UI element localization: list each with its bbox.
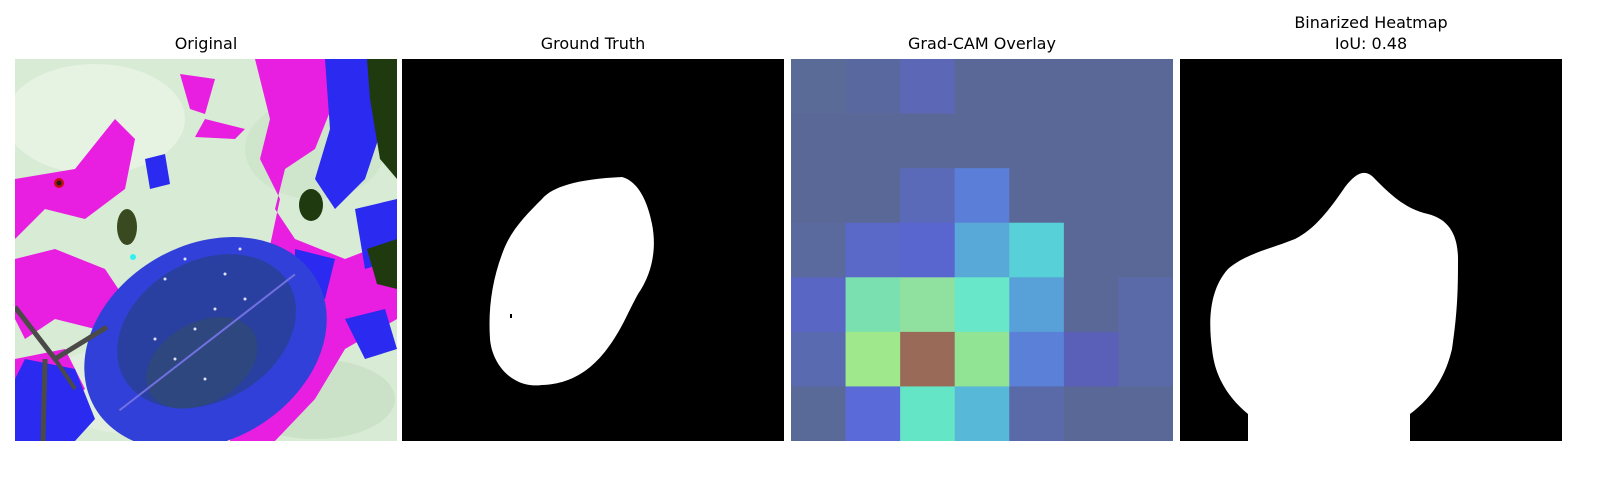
heatmap-cell xyxy=(955,59,1010,114)
heatmap-cell xyxy=(1064,277,1119,332)
heatmap-cell xyxy=(846,332,901,387)
heatmap-cell xyxy=(1064,332,1119,387)
heatmap-cell xyxy=(791,114,846,169)
heatmap-cell xyxy=(1064,59,1119,114)
heatmap-cell xyxy=(1009,168,1064,223)
heatmap-cell xyxy=(1118,277,1173,332)
panel-title: Original xyxy=(15,33,397,54)
ground-truth-mask xyxy=(402,59,784,441)
heatmap-cell xyxy=(955,223,1010,278)
gradcam-overlay-image xyxy=(791,59,1173,441)
heatmap-cell xyxy=(1009,59,1064,114)
heatmap-cell xyxy=(791,168,846,223)
heatmap-cell xyxy=(1064,168,1119,223)
heatmap-cell xyxy=(1009,277,1064,332)
panel-binarized-heatmap: Binarized Heatmap IoU: 0.48 xyxy=(1180,0,1562,500)
heatmap-cell xyxy=(846,114,901,169)
heatmap-cell xyxy=(1118,59,1173,114)
panel-original: Original xyxy=(15,0,397,500)
heatmap-cell xyxy=(1009,114,1064,169)
heatmap-cell xyxy=(955,114,1010,169)
heatmap-cell xyxy=(900,223,955,278)
heatmap-cell xyxy=(791,386,846,441)
panel-gradcam-overlay: Grad-CAM Overlay xyxy=(791,0,1173,500)
heatmap-cell xyxy=(846,168,901,223)
heatmap-cell xyxy=(1118,332,1173,387)
heatmap-cell xyxy=(791,332,846,387)
heatmap-cell xyxy=(900,168,955,223)
heatmap-cell xyxy=(1064,386,1119,441)
heatmap-cell xyxy=(1064,114,1119,169)
heatmap-cell xyxy=(1118,386,1173,441)
heatmap-cell xyxy=(1009,332,1064,387)
panel-title: Grad-CAM Overlay xyxy=(791,33,1173,54)
heatmap-cell xyxy=(955,168,1010,223)
panel-title: Binarized Heatmap xyxy=(1180,12,1562,33)
heatmap-cell xyxy=(1009,223,1064,278)
heatmap-cell xyxy=(900,59,955,114)
binarized-heatmap-mask xyxy=(1180,59,1562,441)
heatmap-cell xyxy=(846,59,901,114)
heatmap-cell xyxy=(846,386,901,441)
heatmap-cell xyxy=(791,223,846,278)
heatmap-cell xyxy=(955,386,1010,441)
heatmap-cell xyxy=(1118,114,1173,169)
heatmap-cell xyxy=(846,277,901,332)
heatmap-cell xyxy=(1118,223,1173,278)
heatmap-cell xyxy=(900,114,955,169)
original-image xyxy=(15,59,397,441)
panel-ground-truth: Ground Truth xyxy=(402,0,784,500)
heatmap-cell xyxy=(846,223,901,278)
panel-title: Ground Truth xyxy=(402,33,784,54)
heatmap-cell xyxy=(955,332,1010,387)
heatmap-cell xyxy=(900,277,955,332)
heatmap-cell xyxy=(900,332,955,387)
heatmap-cell xyxy=(900,386,955,441)
heatmap-cell xyxy=(1064,223,1119,278)
heatmap-cell xyxy=(1118,168,1173,223)
heatmap-cell xyxy=(791,277,846,332)
iou-label: IoU: 0.48 xyxy=(1180,33,1562,54)
heatmap-cell xyxy=(955,277,1010,332)
heatmap-cell xyxy=(1009,386,1064,441)
heatmap-cell xyxy=(791,59,846,114)
